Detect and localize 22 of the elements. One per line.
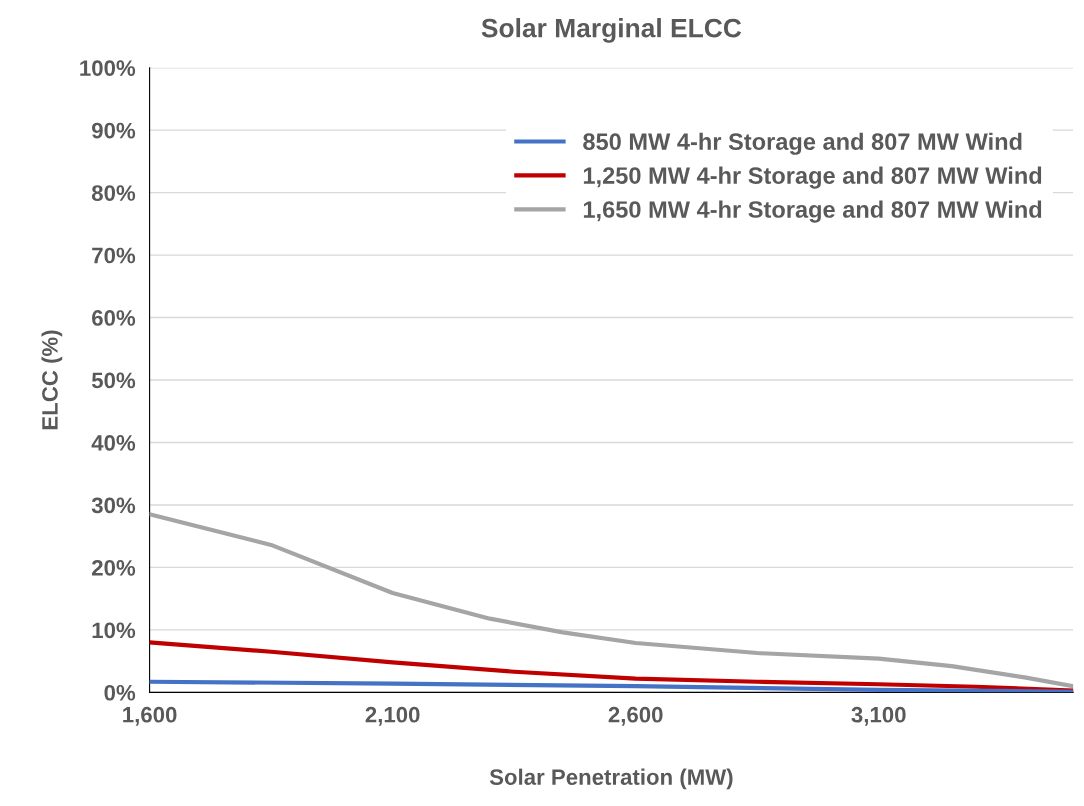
legend-label: 1,250 MW 4-hr Storage and 807 MW Wind xyxy=(583,166,1042,189)
y-tick-label: 90% xyxy=(92,122,136,139)
y-tick-label: 70% xyxy=(92,247,136,264)
y-tick-label: 80% xyxy=(91,185,136,201)
y-tick-label: 20% xyxy=(92,559,136,576)
x-tick-label: 2,100 xyxy=(365,706,420,726)
x-axis-title: Solar Penetration (MW) xyxy=(489,768,733,790)
legend-label: 850 MW 4-hr Storage and 807 MW Wind xyxy=(583,132,1022,155)
chart-title: Solar Marginal ELCC xyxy=(481,18,742,43)
y-tick-label: 100% xyxy=(80,60,136,76)
y-tick-label: 0% xyxy=(104,684,136,701)
y-axis-title: ELCC (%) xyxy=(41,330,63,430)
y-tick-label: 40% xyxy=(91,435,136,451)
line-series xyxy=(149,512,1074,689)
y-tick-label: 10% xyxy=(92,622,136,639)
x-tick-label: 2,600 xyxy=(608,706,663,726)
y-tick-label: 50% xyxy=(91,372,136,389)
x-tick-label: 3,100 xyxy=(851,706,906,726)
y-tick-label: 60% xyxy=(92,310,136,326)
legend-label: 1,650 MW 4-hr Storage and 807 MW Wind xyxy=(583,200,1042,223)
y-tick-label: 30% xyxy=(91,497,136,514)
x-tick-label: 1,600 xyxy=(123,706,177,726)
